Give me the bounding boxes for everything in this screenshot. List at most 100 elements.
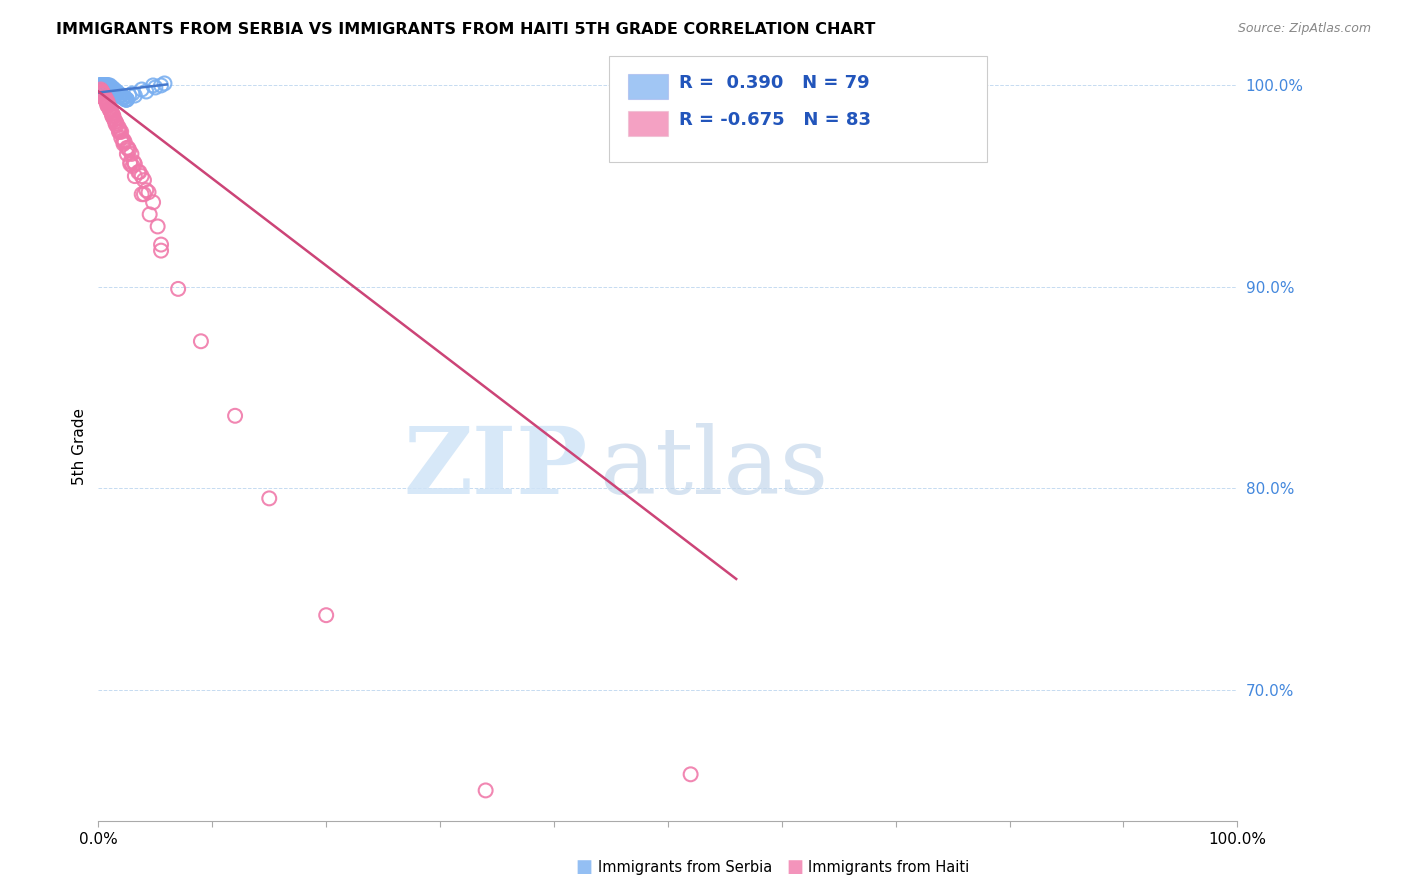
Point <box>96 78 118 93</box>
Point <box>112 90 135 104</box>
Text: R = -0.675   N = 83: R = -0.675 N = 83 <box>679 112 872 129</box>
Point <box>96 80 118 95</box>
Point <box>100 103 122 117</box>
Point <box>90 78 112 93</box>
Point <box>100 82 122 96</box>
Point <box>90 80 112 95</box>
Point <box>96 95 118 109</box>
Point <box>90 78 112 93</box>
Point <box>93 90 115 104</box>
Point <box>114 90 136 104</box>
Point <box>153 77 176 91</box>
Point <box>103 112 125 127</box>
Point <box>96 98 118 112</box>
Point <box>190 334 212 349</box>
Point <box>150 244 173 258</box>
Point <box>105 85 128 99</box>
Point <box>94 80 117 95</box>
Point <box>98 103 121 117</box>
Point <box>112 90 135 104</box>
Point <box>110 88 132 103</box>
Point <box>90 78 112 93</box>
Point <box>90 80 112 95</box>
Point <box>98 103 121 117</box>
Point <box>108 122 131 136</box>
Point <box>108 88 131 103</box>
Point <box>94 78 117 93</box>
Point <box>89 78 111 93</box>
Point <box>142 195 165 210</box>
Point <box>94 90 117 104</box>
Point <box>96 96 118 111</box>
Point <box>105 119 128 133</box>
Point <box>101 109 124 123</box>
Point <box>115 141 138 155</box>
Point <box>94 93 117 107</box>
Point <box>91 87 114 101</box>
Point <box>108 125 131 139</box>
Text: IMMIGRANTS FROM SERBIA VS IMMIGRANTS FROM HAITI 5TH GRADE CORRELATION CHART: IMMIGRANTS FROM SERBIA VS IMMIGRANTS FRO… <box>56 22 876 37</box>
Point <box>107 87 129 101</box>
Point <box>101 80 124 95</box>
Point <box>135 85 157 99</box>
Point <box>93 88 115 103</box>
Point <box>120 147 142 161</box>
Point <box>105 117 128 131</box>
Point <box>93 78 115 93</box>
Point <box>121 87 143 101</box>
Point <box>90 78 112 93</box>
Point <box>127 165 149 179</box>
Point <box>103 85 125 99</box>
Point <box>94 93 117 107</box>
Point <box>90 85 112 99</box>
Point <box>108 125 131 139</box>
Point <box>101 106 124 120</box>
Point <box>138 185 160 199</box>
Point <box>146 219 169 234</box>
Text: Source: ZipAtlas.com: Source: ZipAtlas.com <box>1237 22 1371 36</box>
Point <box>112 136 135 151</box>
Point <box>94 80 117 95</box>
Point <box>90 78 112 93</box>
Point <box>97 98 120 112</box>
Point <box>124 169 146 183</box>
Point <box>117 141 139 155</box>
Point <box>100 104 122 119</box>
Point <box>98 82 121 96</box>
Point <box>91 78 114 93</box>
Point <box>101 82 124 96</box>
Point <box>96 78 118 93</box>
Point <box>103 109 125 123</box>
Text: ■: ■ <box>575 858 592 876</box>
Point <box>104 114 127 128</box>
Point <box>131 82 153 96</box>
Point <box>103 109 125 123</box>
Point <box>94 78 117 93</box>
Point <box>93 78 115 93</box>
Point <box>131 169 153 183</box>
Point <box>91 87 114 101</box>
Point <box>224 409 246 423</box>
Point <box>111 90 134 104</box>
Point <box>96 80 118 95</box>
Point <box>96 78 118 93</box>
Point <box>91 87 114 101</box>
Point <box>150 78 173 93</box>
Point <box>121 159 143 173</box>
Point <box>93 90 115 104</box>
Point <box>114 135 136 149</box>
Point <box>103 111 125 125</box>
Point <box>90 78 112 93</box>
Text: Immigrants from Haiti: Immigrants from Haiti <box>808 860 970 874</box>
Point <box>96 98 118 112</box>
Point <box>97 82 120 96</box>
Point <box>94 78 117 93</box>
Point <box>90 82 112 96</box>
Point <box>101 85 124 99</box>
Y-axis label: 5th Grade: 5th Grade <box>72 408 87 484</box>
Point <box>104 85 127 99</box>
Point <box>96 80 118 95</box>
Point <box>91 78 114 93</box>
Point <box>104 87 127 101</box>
Point <box>90 85 112 99</box>
